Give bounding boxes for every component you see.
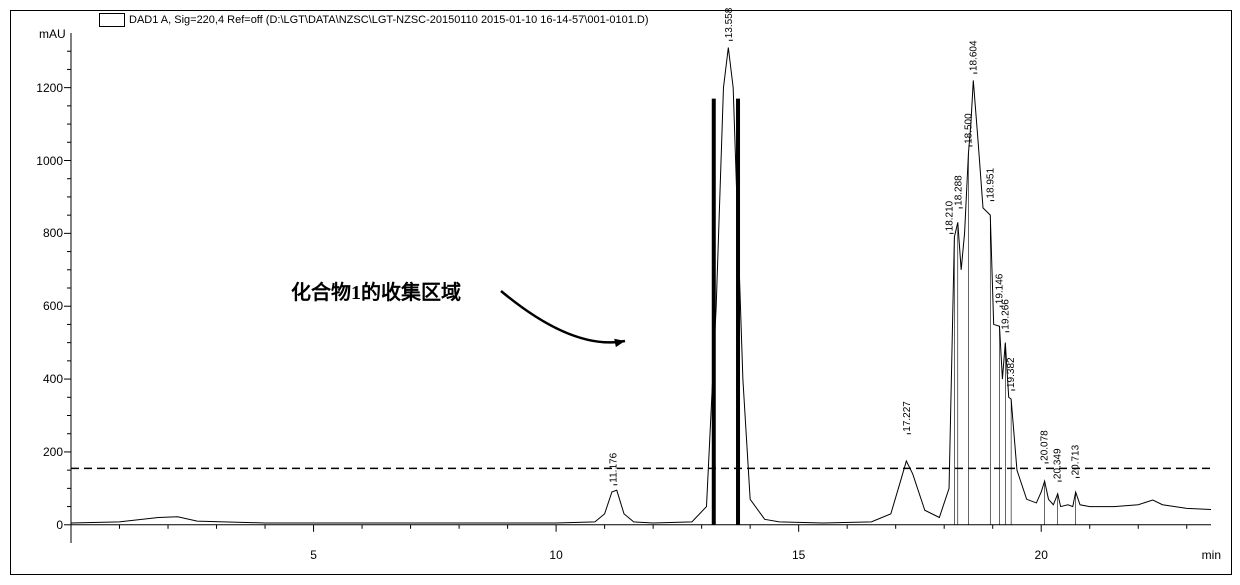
svg-text:18.288: 18.288 [954, 175, 965, 206]
svg-text:18.500: 18.500 [963, 113, 974, 144]
y-tick-label: 0 [23, 518, 63, 532]
chart-header: DAD1 A, Sig=220,4 Ref=off (D:\LGT\DATA\N… [99, 13, 649, 27]
x-tick-label: 10 [549, 548, 562, 562]
svg-text:20.349: 20.349 [1053, 448, 1064, 479]
y-tick-label: 800 [23, 226, 63, 240]
series-swatch [99, 13, 125, 27]
chromatogram-chart: DAD1 A, Sig=220,4 Ref=off (D:\LGT\DATA\N… [10, 10, 1232, 575]
svg-text:18.604: 18.604 [968, 40, 979, 71]
y-tick-label: 400 [23, 372, 63, 386]
y-tick-label: 1200 [23, 81, 63, 95]
svg-text:20.713: 20.713 [1071, 444, 1082, 475]
svg-text:20.078: 20.078 [1040, 430, 1051, 461]
svg-text:18.951: 18.951 [985, 168, 996, 199]
svg-text:11.176: 11.176 [608, 452, 619, 482]
plot-area: 11.17613.55817.22718.21018.28818.50018.6… [71, 33, 1211, 543]
svg-text:13.558: 13.558 [724, 7, 735, 38]
svg-text:17.227: 17.227 [902, 401, 913, 432]
y-tick-label: 200 [23, 445, 63, 459]
plot-svg: 11.17613.55817.22718.21018.28818.50018.6… [71, 33, 1211, 543]
x-tick-label: 5 [310, 548, 317, 562]
x-tick-label: 15 [792, 548, 805, 562]
x-axis-unit: min [1202, 548, 1221, 562]
header-text: DAD1 A, Sig=220,4 Ref=off (D:\LGT\DATA\N… [129, 14, 649, 26]
y-tick-label: 600 [23, 299, 63, 313]
y-tick-label: 1000 [23, 154, 63, 168]
x-tick-label: 20 [1035, 548, 1048, 562]
svg-text:19.266: 19.266 [1000, 299, 1011, 330]
y-axis-unit: mAU [39, 27, 66, 41]
svg-text:19.382: 19.382 [1006, 357, 1017, 388]
